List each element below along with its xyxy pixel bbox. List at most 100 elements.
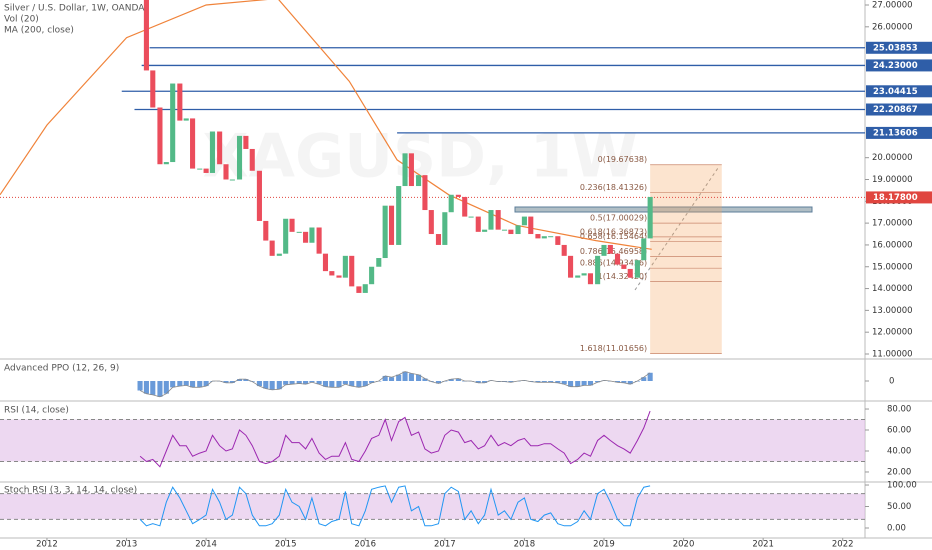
- study-label: Vol (20): [4, 15, 39, 25]
- fib-label: 0.658(16.15464): [580, 232, 647, 241]
- candle-body: [256, 170, 262, 221]
- candle-body: [342, 255, 348, 278]
- candle-body: [263, 220, 269, 241]
- candle-body: [150, 70, 156, 108]
- ppo-bar: [555, 381, 561, 383]
- price-label: 22.20867: [873, 105, 918, 115]
- candle-body: [157, 107, 163, 165]
- y-tick-label: 27.00000: [872, 1, 913, 11]
- drawn-rectangle: [514, 206, 813, 213]
- ppo-bar: [455, 378, 461, 381]
- ppo-bar: [336, 381, 342, 388]
- candle-body: [627, 268, 633, 278]
- ppo-bar: [263, 381, 269, 389]
- price-label: 25.03853: [873, 43, 918, 53]
- rsi-band: [0, 419, 865, 462]
- ppo-bar: [422, 378, 428, 381]
- candle-body: [435, 234, 442, 245]
- ppo-bar: [190, 381, 196, 388]
- candle-body: [197, 168, 203, 170]
- candle-body: [561, 244, 567, 256]
- ppo-bar: [229, 381, 235, 383]
- ppo-bar: [223, 381, 229, 383]
- study-label: RSI (14, close): [4, 406, 69, 416]
- candle-body: [289, 218, 295, 232]
- candle-body: [428, 210, 434, 235]
- ppo-bar: [627, 381, 633, 385]
- candle-body: [356, 286, 362, 293]
- candle-body: [501, 229, 508, 231]
- candle-body: [170, 83, 176, 163]
- ppo-bar: [170, 381, 176, 388]
- y-tick-label: 60.00: [887, 426, 911, 436]
- price-label-box: [866, 103, 932, 116]
- ppo-bar: [548, 381, 554, 383]
- candle-body: [541, 236, 547, 239]
- candle-body: [548, 236, 554, 238]
- ppo-bar: [316, 381, 322, 385]
- candle-body: [495, 210, 501, 230]
- x-tick-label: 2016: [354, 540, 376, 550]
- ppo-bar: [369, 381, 375, 383]
- x-tick-label: 2013: [116, 540, 138, 550]
- candle-body: [488, 210, 494, 230]
- candle-body: [614, 253, 621, 265]
- ppo-bar: [296, 381, 302, 384]
- candle-body: [223, 164, 229, 180]
- y-tick-label: 20.00: [887, 467, 911, 477]
- candle-body: [455, 194, 461, 197]
- price-label-box: [866, 41, 932, 54]
- ppo-bar: [143, 381, 149, 394]
- price-label-box: [866, 59, 932, 72]
- price-label-box: [866, 85, 932, 98]
- ppo-bar: [256, 381, 262, 387]
- x-tick-label: 2021: [752, 540, 774, 550]
- fib-label: 1(14.32420): [598, 272, 648, 281]
- ppo-bar: [482, 381, 488, 383]
- y-tick-label: 16.00000: [872, 240, 913, 250]
- ppo-bar: [535, 381, 541, 383]
- candle-body: [336, 275, 342, 278]
- candle-body: [607, 244, 613, 254]
- ppo-bar: [614, 381, 621, 383]
- candle-body: [448, 194, 454, 213]
- ppo-bar: [641, 377, 647, 381]
- ppo-bar: [163, 381, 169, 394]
- ppo-bar: [289, 381, 295, 385]
- candle-body: [376, 258, 382, 267]
- ppo-bar: [595, 381, 601, 383]
- ppo-bar: [408, 373, 414, 381]
- candle-body: [236, 135, 243, 180]
- ppo-bar: [283, 381, 289, 385]
- ppo-bar: [362, 381, 368, 387]
- ppo-bar: [236, 379, 243, 381]
- candle-body: [482, 229, 488, 232]
- candle-body: [515, 225, 521, 235]
- candle-body: [402, 153, 408, 187]
- candle-body: [303, 231, 309, 243]
- candle-body: [177, 83, 183, 121]
- x-tick-label: 2020: [673, 540, 695, 550]
- moving-average: [0, 0, 652, 250]
- ppo-bar: [203, 381, 209, 387]
- candle-body: [462, 196, 468, 217]
- y-tick-label: 15.00000: [872, 262, 913, 272]
- candle-body: [601, 244, 607, 256]
- candle-body: [535, 234, 541, 239]
- candle-body: [249, 148, 255, 171]
- price-label-box: [866, 191, 932, 204]
- chart-title: Silver / U.S. Dollar, 1W, OANDA: [4, 4, 145, 14]
- ppo-bar: [309, 381, 315, 383]
- ppo-bar: [621, 381, 627, 383]
- y-tick-label: 100.00: [887, 481, 917, 491]
- x-tick-label: 2022: [832, 540, 854, 550]
- y-tick-label: 17.00000: [872, 219, 913, 229]
- ppo-bar: [269, 381, 275, 390]
- fib-label: 0.786(15.46958): [580, 247, 647, 256]
- y-tick-label: 40.00: [887, 446, 911, 456]
- price-label: 21.13606: [873, 128, 918, 138]
- candle-body: [217, 131, 223, 165]
- ppo-bar: [575, 381, 581, 387]
